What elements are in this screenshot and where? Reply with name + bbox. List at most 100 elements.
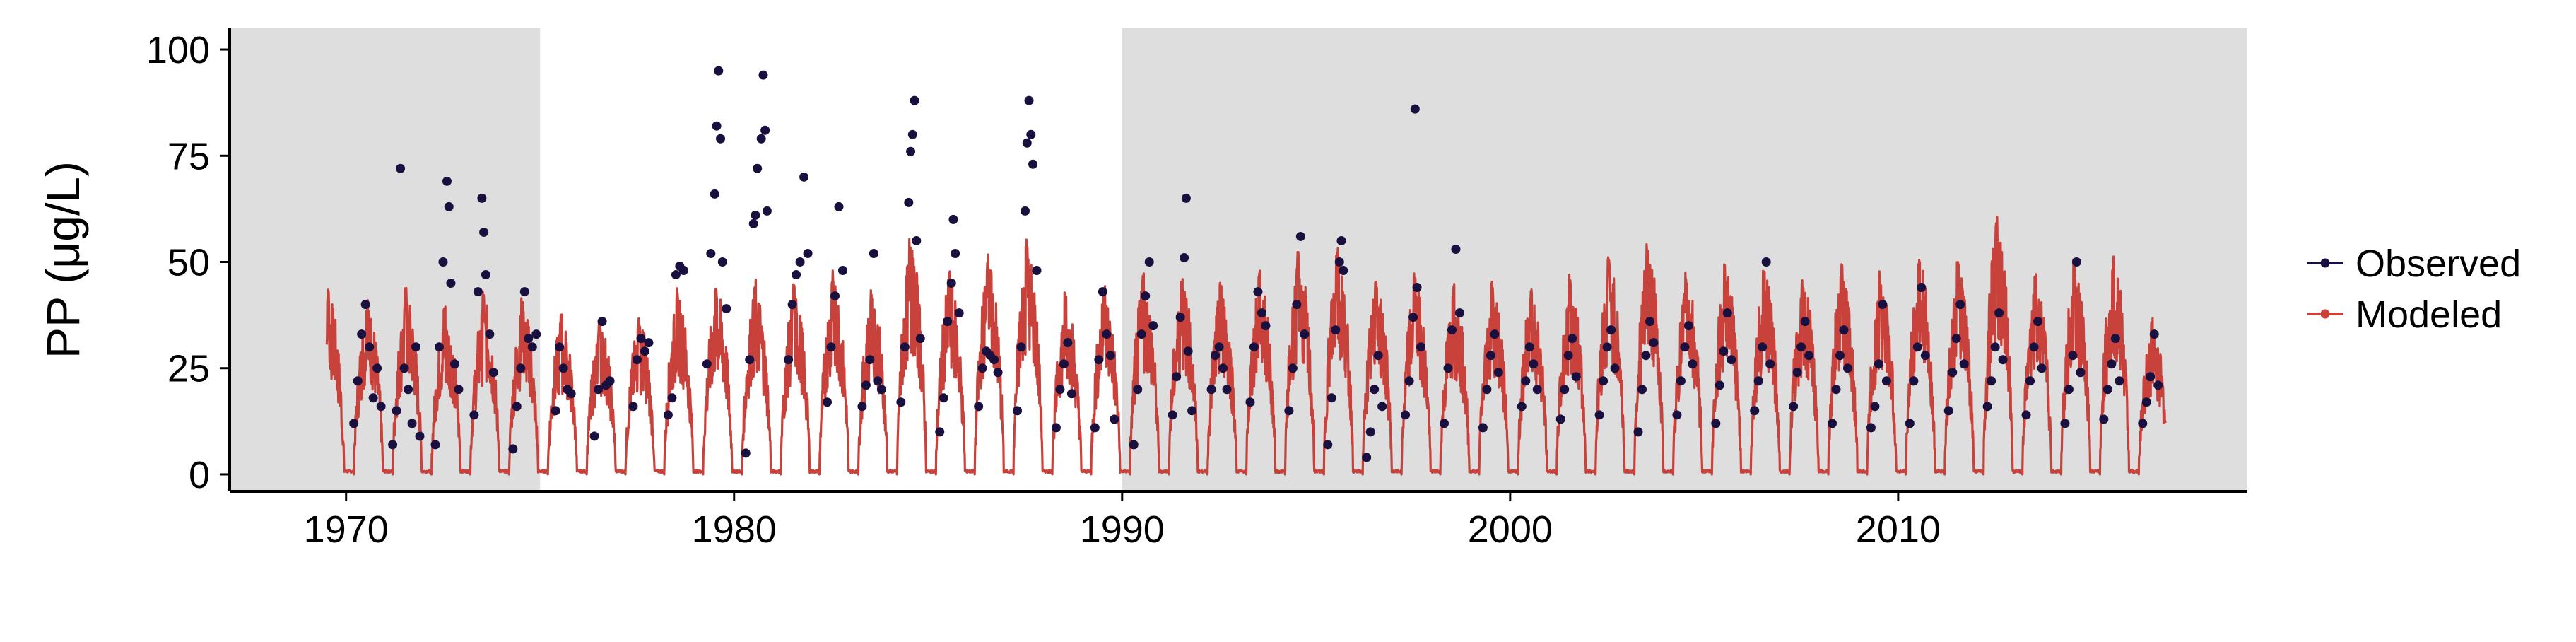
observed-point: [399, 363, 409, 373]
observed-point: [762, 206, 772, 216]
observed-point: [589, 431, 599, 441]
observed-point: [865, 355, 875, 365]
observed-point: [376, 402, 386, 412]
observed-point: [758, 70, 768, 80]
observed-point: [1804, 351, 1814, 361]
observed-point: [702, 359, 712, 369]
observed-point: [360, 300, 370, 310]
observed-point: [954, 308, 964, 318]
observed-point: [745, 355, 755, 365]
observed-point: [524, 334, 534, 344]
observed-point: [1249, 342, 1259, 352]
observed-point: [760, 125, 770, 135]
observed-point: [1711, 419, 1721, 428]
observed-point: [1719, 346, 1729, 356]
observed-point: [349, 419, 359, 428]
observed-point: [1218, 363, 1228, 373]
observed-point: [756, 134, 766, 144]
observed-point: [1404, 376, 1414, 386]
observed-point: [837, 266, 847, 276]
observed-point: [1917, 283, 1927, 293]
x-tick-label: 1970: [304, 508, 389, 551]
observed-point: [454, 385, 464, 395]
observed-point: [488, 368, 498, 378]
observed-point: [667, 393, 677, 403]
observed-point: [1727, 355, 1736, 365]
observed-point: [1063, 338, 1073, 348]
y-tick-label: 0: [189, 454, 210, 496]
observed-point: [1835, 351, 1845, 361]
observed-point: [1828, 419, 1837, 428]
observed-point: [935, 427, 945, 437]
observed-point: [706, 248, 716, 258]
observed-point: [1555, 414, 1565, 424]
observed-point: [1676, 376, 1686, 386]
observed-point: [1129, 440, 1139, 450]
observed-point: [716, 134, 726, 144]
observed-point: [678, 266, 688, 276]
observed-point: [1943, 406, 1953, 416]
observed-point: [1133, 385, 1143, 395]
observed-point: [1331, 325, 1341, 335]
observed-point: [1183, 346, 1193, 356]
observed-point: [1222, 385, 1232, 395]
observed-point: [2102, 385, 2112, 395]
observed-point: [989, 355, 999, 365]
y-tick-label: 25: [167, 348, 210, 390]
observed-point: [636, 334, 646, 344]
observed-point: [1761, 257, 1771, 267]
observed-point: [1055, 385, 1065, 395]
legend: Observed Modeled: [2307, 243, 2521, 336]
observed-point: [1878, 300, 1888, 310]
observed-point: [1013, 406, 1023, 416]
observed-point: [939, 393, 948, 403]
observed-point: [1568, 334, 1577, 344]
observed-point: [1339, 266, 1348, 276]
x-tick-label: 2000: [1468, 508, 1553, 551]
observed-point: [951, 248, 960, 258]
observed-point: [1800, 317, 1810, 327]
observed-point: [1645, 317, 1654, 327]
observed-point: [2071, 257, 2081, 267]
observed-point: [508, 444, 518, 454]
observed-point: [748, 218, 758, 228]
modeled-series: [325, 216, 2167, 476]
observed-point: [823, 397, 833, 407]
observed-point: [1408, 313, 1418, 322]
observed-point: [516, 363, 526, 373]
observed-point: [2021, 410, 2031, 420]
shaded-period-0: [230, 28, 541, 491]
observed-point: [1443, 363, 1453, 373]
observed-point: [974, 402, 984, 412]
observed-point: [1214, 342, 1224, 352]
observed-point: [2076, 368, 2086, 378]
observed-point: [555, 342, 565, 352]
observed-point: [1990, 342, 2000, 352]
observed-point: [1336, 235, 1346, 245]
observed-point: [1098, 287, 1107, 297]
observed-point: [1401, 410, 1411, 420]
observed-point: [1370, 385, 1380, 395]
observed-point: [1641, 351, 1651, 361]
observed-point: [722, 304, 731, 314]
observed-point: [2033, 317, 2043, 327]
observed-point: [444, 202, 454, 211]
observed-point: [1059, 359, 1069, 369]
observed-point: [469, 410, 479, 420]
legend-key-dot: [2320, 258, 2330, 268]
y-tick-label: 75: [167, 135, 210, 177]
observed-point: [948, 214, 958, 224]
observed-point: [1292, 300, 1302, 310]
observed-point: [1987, 376, 1996, 386]
observed-point: [1478, 423, 1488, 433]
observed-point: [1187, 406, 1197, 416]
observed-point: [1493, 368, 1503, 378]
observed-point: [2064, 385, 2074, 395]
shaded-period-1: [1122, 28, 2247, 491]
observed-point: [912, 235, 922, 245]
observed-point: [1148, 321, 1158, 331]
observed-point: [1688, 359, 1698, 369]
observed-point: [784, 355, 794, 365]
shaded-periods: [230, 28, 2247, 491]
observed-point: [1300, 329, 1310, 339]
